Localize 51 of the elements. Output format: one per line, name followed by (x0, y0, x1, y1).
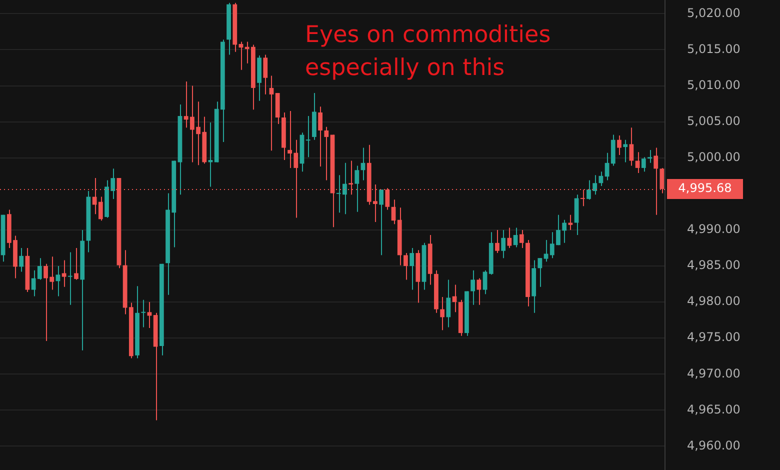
candlestick (404, 252, 408, 280)
candlestick (19, 247, 24, 272)
candlestick (501, 229, 506, 259)
y-tick-label: 5,020.00 (687, 6, 740, 20)
candlestick (391, 199, 396, 225)
candlestick (269, 75, 274, 152)
candlestick (598, 171, 604, 186)
candlestick (446, 279, 451, 328)
candlestick (62, 260, 66, 288)
candlestick (482, 270, 488, 295)
candlestick (538, 258, 542, 288)
y-tick-label: 5,015.00 (687, 42, 740, 56)
candlestick (495, 229, 500, 254)
y-tick-label: 4,975.00 (687, 330, 740, 344)
candlestick (263, 54, 268, 95)
candlestick (513, 227, 518, 248)
candlestick (324, 126, 329, 181)
candlestick (604, 152, 610, 181)
candlestick (641, 156, 646, 172)
candlestick (379, 189, 384, 256)
candlestick (56, 265, 60, 297)
y-tick-label: 5,005.00 (687, 114, 740, 128)
candlestick (568, 214, 573, 230)
candlestick (68, 252, 72, 306)
candlestick (648, 149, 652, 164)
candlestick (623, 139, 628, 163)
y-tick-label: 4,960.00 (687, 438, 740, 452)
y-tick-label: 4,965.00 (687, 402, 740, 416)
y-tick-label: 4,985.00 (687, 258, 740, 272)
y-tick-label: 4,980.00 (687, 294, 740, 308)
candlestick (354, 165, 360, 212)
candlestick (610, 134, 616, 166)
y-tick-label: 4,970.00 (687, 366, 740, 380)
candlestick (440, 296, 445, 331)
candlestick (141, 299, 146, 328)
candlestick (74, 247, 78, 280)
y-tick-label: 4,990.00 (687, 222, 740, 236)
y-tick-label: 5,000.00 (687, 150, 740, 164)
candlestick (470, 270, 476, 306)
candlestick (476, 278, 482, 306)
candlestick (507, 227, 512, 248)
ref-line-label: 4,995.68 (678, 181, 732, 196)
candlestick (306, 116, 310, 158)
annotation: Eyes on commodities especially on this (305, 22, 551, 81)
candlestick (629, 127, 634, 166)
candlestick (544, 240, 548, 262)
candlestick (617, 135, 622, 156)
candlestick (410, 247, 414, 290)
y-tick-label: 5,010.00 (687, 78, 740, 92)
candlestick (519, 229, 524, 248)
candlestick (318, 106, 322, 168)
